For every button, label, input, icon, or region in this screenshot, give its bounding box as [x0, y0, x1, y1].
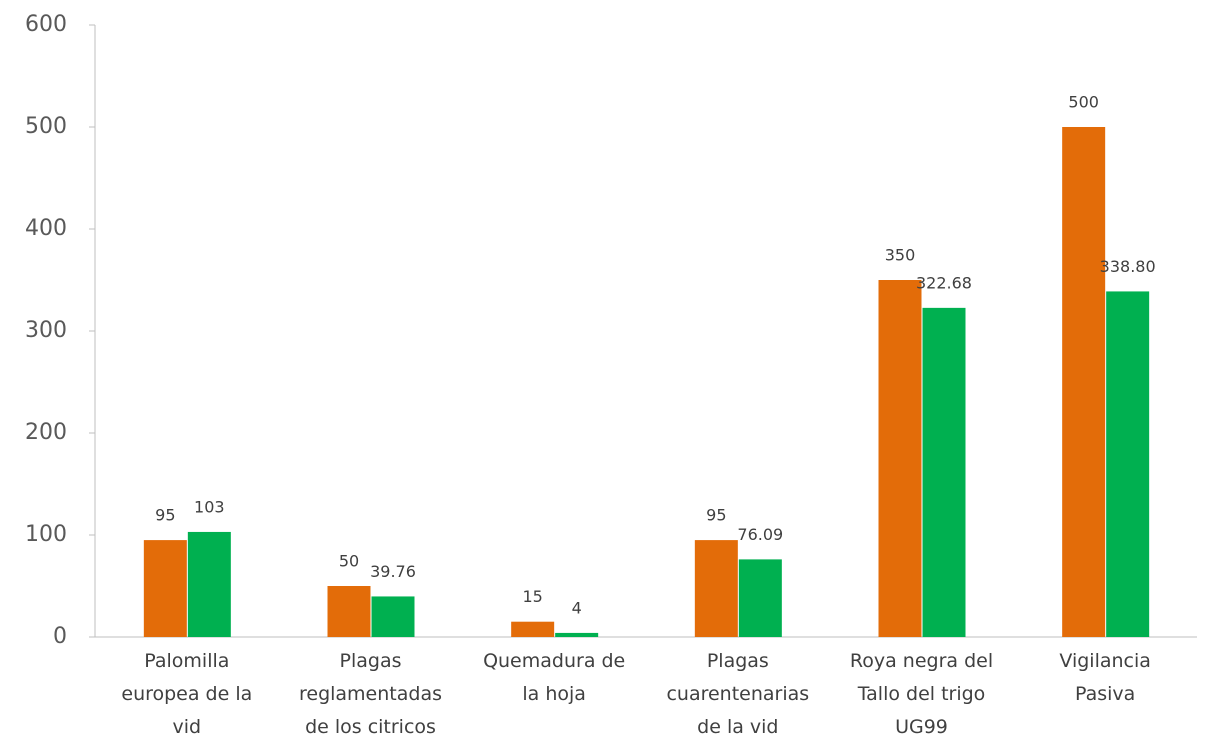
- bar: [327, 586, 371, 637]
- data-label: 76.09: [737, 525, 783, 544]
- bar: [1106, 291, 1150, 637]
- y-tick-label: 200: [25, 420, 67, 445]
- bar: [738, 559, 782, 637]
- bar: [555, 632, 599, 637]
- data-label: 322.68: [916, 273, 972, 292]
- y-tick-label: 100: [25, 522, 67, 547]
- data-label: 103: [194, 497, 225, 516]
- bar: [1062, 127, 1106, 637]
- y-tick-label: 500: [25, 114, 67, 139]
- y-tick-label: 300: [25, 318, 67, 343]
- x-tick-label: Vigilancia Pasiva: [1059, 650, 1151, 705]
- x-tick-label: Quemadura de la hoja: [483, 650, 626, 705]
- data-label: 39.76: [370, 562, 416, 581]
- data-label: 95: [155, 506, 175, 525]
- data-label: 500: [1068, 93, 1099, 112]
- y-tick-label: 0: [53, 624, 67, 649]
- bar: [371, 596, 415, 637]
- x-tick-label: Plagas cuarentenarias de la vid: [666, 650, 810, 738]
- data-label: 338.80: [1100, 257, 1156, 276]
- bar: [143, 540, 187, 637]
- bar: [511, 621, 555, 637]
- data-label: 50: [339, 552, 359, 571]
- y-tick-label: 600: [25, 12, 67, 37]
- bar: [922, 307, 966, 637]
- x-tick-label: Plagas reglamentadas de los citricos: [298, 650, 442, 738]
- bar: [187, 531, 231, 637]
- x-tick-label: Roya negra del Tallo del trigo UG99: [849, 650, 994, 738]
- x-tick-label: Palomilla europea de la vid: [121, 650, 253, 738]
- y-tick-label: 400: [25, 216, 67, 241]
- data-label: 4: [572, 598, 582, 617]
- data-label: 15: [522, 587, 542, 606]
- bar: [878, 280, 922, 637]
- data-label: 350: [885, 246, 916, 265]
- data-label: 95: [706, 506, 726, 525]
- bar: [694, 540, 738, 637]
